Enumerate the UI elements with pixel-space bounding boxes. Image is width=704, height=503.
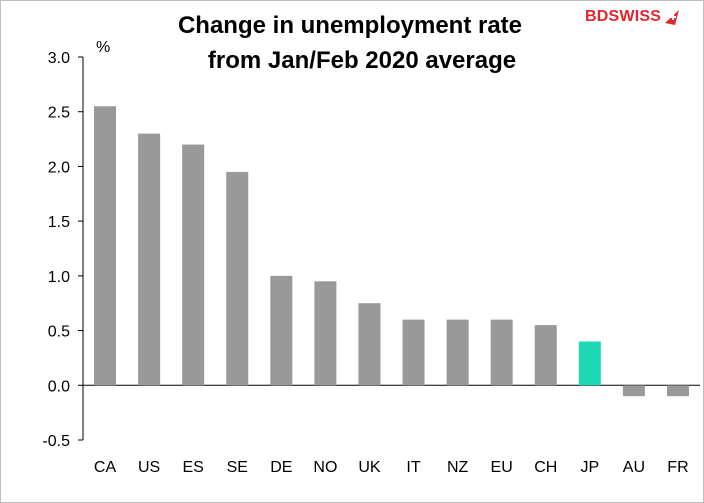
chart-title-line-1: Change in unemployment rate xyxy=(178,12,522,39)
x-tick-label-us: US xyxy=(138,459,160,476)
y-tick-label: 2.5 xyxy=(48,105,70,122)
bar-uk xyxy=(358,303,381,386)
bars xyxy=(94,106,689,397)
bar-jp xyxy=(578,341,601,386)
y-tick-label: 0.0 xyxy=(48,378,70,395)
bdswiss-logo: BD SWISS xyxy=(585,8,681,26)
x-tick-label-se: SE xyxy=(227,459,248,476)
y-axis-unit-label: % xyxy=(96,39,110,56)
x-tick-label-fr: FR xyxy=(667,459,688,476)
bar-nz xyxy=(446,319,469,386)
bar-es xyxy=(182,144,205,386)
x-tick-label-au: AU xyxy=(623,459,645,476)
x-tick-label-nz: NZ xyxy=(447,459,469,476)
chart-title-line-2: from Jan/Feb 2020 average xyxy=(208,47,516,74)
chart-title: Change in unemployment rate from Jan/Feb… xyxy=(178,12,522,74)
x-tick-label-no: NO xyxy=(313,459,337,476)
x-tick-label-it: IT xyxy=(406,459,420,476)
swiss-flag-icon xyxy=(665,10,680,25)
x-axis-labels: CA US ES SE DE NO UK IT NZ EU CH JP AU FR xyxy=(94,459,689,476)
bar-eu xyxy=(490,319,513,386)
y-tick-label: 2.0 xyxy=(48,159,70,176)
x-tick-label-jp: JP xyxy=(580,459,599,476)
y-tick-label: 3.0 xyxy=(48,50,70,67)
y-tick-label: 0.5 xyxy=(48,324,70,341)
bar-ch xyxy=(534,325,557,386)
y-tick-label: -0.5 xyxy=(42,433,70,450)
x-tick-label-ch: CH xyxy=(534,459,557,476)
x-tick-label-eu: EU xyxy=(491,459,513,476)
logo-swiss-text: SWISS xyxy=(608,8,662,25)
x-tick-label-ca: CA xyxy=(94,459,117,476)
x-tick-label-es: ES xyxy=(183,459,204,476)
logo-bd-text: BD xyxy=(585,8,609,25)
bar-it xyxy=(402,319,425,386)
bar-de xyxy=(270,275,293,386)
y-tick-label: 1.5 xyxy=(48,214,70,231)
bar-fr xyxy=(666,385,689,397)
bar-ca xyxy=(94,106,117,386)
y-tick-label: 1.0 xyxy=(48,269,70,286)
x-tick-label-uk: UK xyxy=(358,459,381,476)
x-tick-label-de: DE xyxy=(270,459,292,476)
bar-us xyxy=(138,133,161,386)
bar-se xyxy=(226,171,249,386)
bar-no xyxy=(314,281,337,386)
bar-au xyxy=(622,385,645,397)
